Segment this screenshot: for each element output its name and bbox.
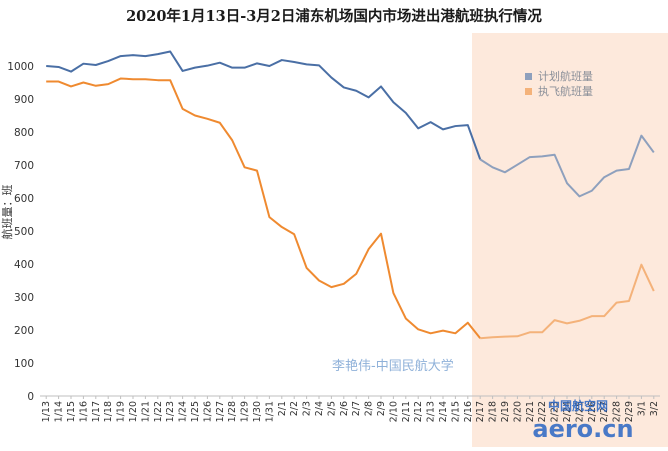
x-tick-label-2: 1/15 bbox=[66, 401, 77, 422]
highlight-band bbox=[472, 33, 668, 447]
x-tick-label-31: 2/13 bbox=[426, 401, 437, 422]
y-tick-label-5: 500 bbox=[14, 226, 34, 238]
series-line-0 bbox=[46, 50, 482, 160]
y-tick-label-8: 800 bbox=[14, 127, 34, 139]
y-tick-label-1: 100 bbox=[14, 358, 34, 370]
y-tick-label-10: 1000 bbox=[7, 61, 34, 73]
legend-swatch-1 bbox=[525, 88, 532, 95]
x-tick-label-44: 2/26 bbox=[587, 401, 598, 422]
x-tick-label-8: 1/21 bbox=[140, 401, 151, 422]
x-tick-label-47: 2/29 bbox=[624, 401, 635, 422]
x-tick-label-3: 1/16 bbox=[78, 401, 89, 422]
x-tick-label-33: 2/15 bbox=[450, 401, 461, 422]
watermark-logo: 中国航空网 aero.cn bbox=[532, 398, 633, 443]
x-tick-label-11: 1/24 bbox=[178, 401, 189, 422]
svg-text:aero.cn: aero.cn bbox=[532, 415, 633, 443]
x-tick-label-5: 1/18 bbox=[103, 401, 114, 422]
x-tick-label-20: 2/2 bbox=[289, 401, 300, 416]
x-tick-label-14: 1/27 bbox=[215, 401, 226, 422]
x-tick-label-38: 2/20 bbox=[512, 401, 523, 422]
x-tick-label-25: 2/7 bbox=[351, 401, 362, 416]
y-tick-label-9: 900 bbox=[14, 94, 34, 106]
legend-label-0: 计划航班量 bbox=[538, 69, 593, 83]
x-tick-label-0: 1/13 bbox=[41, 401, 52, 422]
x-tick-label-15: 1/28 bbox=[227, 401, 238, 422]
x-tick-label-9: 1/22 bbox=[153, 401, 164, 422]
x-tick-label-4: 1/17 bbox=[91, 401, 102, 422]
author-annotation: 李艳伟-中国民航大学 bbox=[332, 358, 454, 374]
x-tick-label-45: 2/27 bbox=[599, 401, 610, 422]
x-tick-label-10: 1/23 bbox=[165, 401, 176, 422]
x-tick-label-49: 3/2 bbox=[649, 401, 660, 416]
x-tick-label-42: 2/24 bbox=[562, 401, 573, 422]
x-tick-label-21: 2/3 bbox=[302, 401, 313, 416]
x-tick-label-48: 3/1 bbox=[636, 401, 647, 416]
y-tick-label-3: 300 bbox=[14, 292, 34, 304]
y-tick-label-0: 0 bbox=[27, 391, 34, 403]
x-tick-label-41: 2/23 bbox=[550, 401, 561, 422]
x-tick-label-28: 2/10 bbox=[388, 401, 399, 422]
x-tick-label-6: 1/19 bbox=[116, 401, 127, 422]
y-tick-label-6: 600 bbox=[14, 193, 34, 205]
x-tick-label-17: 1/30 bbox=[252, 401, 263, 422]
y-tick-label-7: 700 bbox=[14, 160, 34, 172]
x-tick-label-24: 2/6 bbox=[339, 401, 350, 416]
y-axis-ticks: 0 100 200 300 400 500 600 700 800 900 1000 bbox=[7, 61, 34, 403]
series-line-highlight-0 bbox=[479, 134, 655, 198]
x-axis-ticks: 1/13 1/14 1/15 1/16 1/17 1/18 1/19 1/20 1/21 1/22… bbox=[41, 396, 660, 422]
x-tick-label-32: 2/14 bbox=[438, 401, 449, 422]
x-tick-label-18: 1/31 bbox=[264, 401, 275, 422]
y-axis-label: 航班量：班 bbox=[0, 185, 14, 240]
series-layer bbox=[46, 50, 655, 340]
x-tick-label-13: 1/26 bbox=[202, 401, 213, 422]
x-tick-label-16: 1/29 bbox=[240, 401, 251, 422]
x-tick-label-39: 2/21 bbox=[525, 401, 536, 422]
x-tick-label-43: 2/25 bbox=[574, 401, 585, 422]
x-tick-label-1: 1/14 bbox=[54, 401, 65, 422]
x-tick-label-22: 2/4 bbox=[314, 401, 325, 416]
x-tick-label-35: 2/17 bbox=[475, 401, 486, 422]
svg-text:中国航空网: 中国航空网 bbox=[548, 398, 608, 413]
x-tick-label-37: 2/19 bbox=[500, 401, 511, 422]
series-line-highlight-1 bbox=[480, 263, 655, 340]
x-tick-label-40: 2/22 bbox=[537, 401, 548, 422]
x-tick-label-7: 1/20 bbox=[128, 401, 139, 422]
chart-title: 2020年1月13日-3月2日浦东机场国内市场进出港航班执行情况 bbox=[126, 7, 542, 25]
y-tick-label-2: 200 bbox=[14, 325, 34, 337]
legend-label-1: 执飞航班量 bbox=[538, 84, 593, 98]
x-tick-label-19: 2/1 bbox=[277, 401, 288, 416]
x-tick-label-26: 2/8 bbox=[364, 401, 375, 416]
x-tick-label-34: 2/16 bbox=[463, 401, 474, 422]
x-tick-label-23: 2/5 bbox=[326, 401, 337, 416]
x-tick-label-12: 1/25 bbox=[190, 401, 201, 422]
y-tick-label-4: 400 bbox=[14, 259, 34, 271]
x-tick-label-30: 2/12 bbox=[413, 401, 424, 422]
x-tick-label-36: 2/18 bbox=[488, 401, 499, 422]
x-tick-label-27: 2/9 bbox=[376, 401, 387, 416]
x-tick-label-29: 2/11 bbox=[401, 401, 412, 422]
legend-swatch-0 bbox=[525, 73, 532, 80]
x-tick-label-46: 2/28 bbox=[612, 401, 623, 422]
series-line-1 bbox=[46, 77, 481, 339]
